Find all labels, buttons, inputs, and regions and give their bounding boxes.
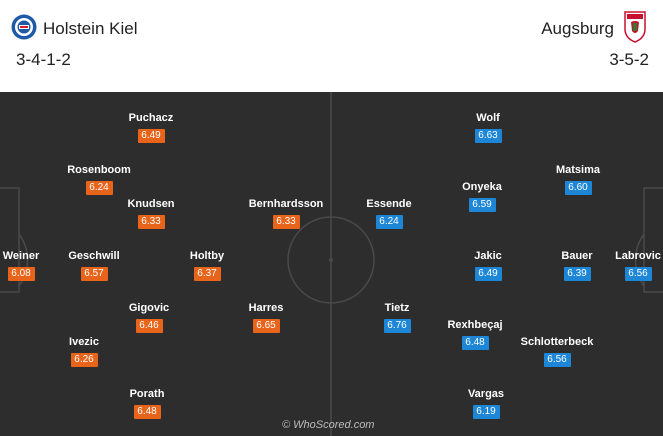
pitch: Puchacz 6.49 Rosenboom 6.24 Knudsen 6.33…: [0, 92, 663, 436]
player-rating: 6.33: [272, 215, 300, 229]
player-name: Rosenboom: [67, 164, 131, 176]
player-name: Holtby: [189, 250, 225, 262]
home-player-ivezic[interactable]: Ivezic 6.26: [39, 336, 129, 367]
away-player-jakic[interactable]: Jakic 6.49: [443, 250, 533, 281]
home-player-holtby[interactable]: Holtby 6.37: [162, 250, 252, 281]
player-rating: 6.60: [564, 181, 592, 195]
home-player-knudsen[interactable]: Knudsen 6.33: [106, 198, 196, 229]
player-rating: 6.56: [543, 353, 571, 367]
away-player-bauer[interactable]: Bauer 6.39: [532, 250, 622, 281]
player-rating: 6.26: [70, 353, 98, 367]
home-team-name[interactable]: Holstein Kiel: [43, 19, 138, 38]
player-name: Onyeka: [462, 181, 502, 193]
player-name: Matsima: [555, 164, 601, 176]
away-formation: 3-5-2: [609, 50, 649, 69]
pitch-markings: [0, 92, 663, 436]
player-rating: 6.46: [135, 319, 163, 333]
player-rating: 6.48: [461, 336, 489, 350]
player-name: Essende: [366, 198, 412, 210]
home-player-bernhardsson[interactable]: Bernhardsson 6.33: [241, 198, 331, 229]
away-player-vargas[interactable]: Vargas 6.19: [441, 388, 531, 419]
away-team-name[interactable]: Augsburg: [541, 19, 614, 38]
match-header: Holstein Kiel 3-4-1-2 Augsburg 3-5-2: [0, 0, 663, 92]
player-name: Schlotterbeck: [520, 336, 594, 348]
home-player-geschwill[interactable]: Geschwill 6.57: [49, 250, 139, 281]
player-rating: 6.49: [474, 267, 502, 281]
player-rating: 6.37: [193, 267, 221, 281]
away-player-matsima[interactable]: Matsima 6.60: [533, 164, 623, 195]
home-player-porath[interactable]: Porath 6.48: [102, 388, 192, 419]
augsburg-crest-icon: [624, 11, 646, 43]
home-player-weiner[interactable]: Weiner 6.08: [0, 250, 66, 281]
away-player-wolf[interactable]: Wolf 6.63: [443, 112, 533, 143]
player-name: Ivezic: [69, 336, 99, 348]
player-name: Gigovic: [128, 302, 170, 314]
player-rating: 6.24: [375, 215, 403, 229]
home-formation: 3-4-1-2: [16, 50, 71, 69]
player-name: Geschwill: [68, 250, 120, 262]
player-name: Harres: [248, 302, 284, 314]
player-rating: 6.57: [80, 267, 108, 281]
whoscored-watermark: © WhoScored.com: [282, 419, 375, 431]
player-rating: 6.33: [137, 215, 165, 229]
player-rating: 6.65: [252, 319, 280, 333]
home-player-gigovic[interactable]: Gigovic 6.46: [104, 302, 194, 333]
player-rating: 6.39: [563, 267, 591, 281]
player-name: Vargas: [467, 388, 505, 400]
player-name: Tietz: [384, 302, 410, 314]
player-name: Knudsen: [127, 198, 175, 210]
home-player-puchacz[interactable]: Puchacz 6.49: [106, 112, 196, 143]
player-rating: 6.56: [624, 267, 652, 281]
player-rating: 6.08: [7, 267, 35, 281]
player-name: Puchacz: [128, 112, 174, 124]
home-player-harres[interactable]: Harres 6.65: [221, 302, 311, 333]
player-rating: 6.59: [468, 198, 496, 212]
player-rating: 6.49: [137, 129, 165, 143]
player-rating: 6.76: [383, 319, 411, 333]
player-name: Weiner: [2, 250, 40, 262]
player-name: Labrovic: [615, 250, 661, 262]
away-player-onyeka[interactable]: Onyeka 6.59: [437, 181, 527, 212]
player-name: Rexhbeçaj: [447, 319, 503, 331]
player-name: Bernhardsson: [248, 198, 324, 210]
away-player-essende[interactable]: Essende 6.24: [344, 198, 434, 229]
player-name: Porath: [129, 388, 165, 400]
player-name: Wolf: [476, 112, 500, 124]
holstein-kiel-crest-icon: [11, 14, 37, 40]
player-name: Jakic: [474, 250, 502, 262]
player-rating: 6.63: [474, 129, 502, 143]
player-name: Bauer: [561, 250, 593, 262]
player-rating: 6.48: [133, 405, 161, 419]
away-player-schlotterbeck[interactable]: Schlotterbeck 6.56: [512, 336, 602, 367]
away-player-tietz[interactable]: Tietz 6.76: [352, 302, 442, 333]
player-rating: 6.24: [85, 181, 113, 195]
away-player-rexhbecaj[interactable]: Rexhbeçaj 6.48: [430, 319, 520, 350]
away-player-labrovic[interactable]: Labrovic 6.56: [593, 250, 663, 281]
home-player-rosenboom[interactable]: Rosenboom 6.24: [54, 164, 144, 195]
player-rating: 6.19: [472, 405, 500, 419]
